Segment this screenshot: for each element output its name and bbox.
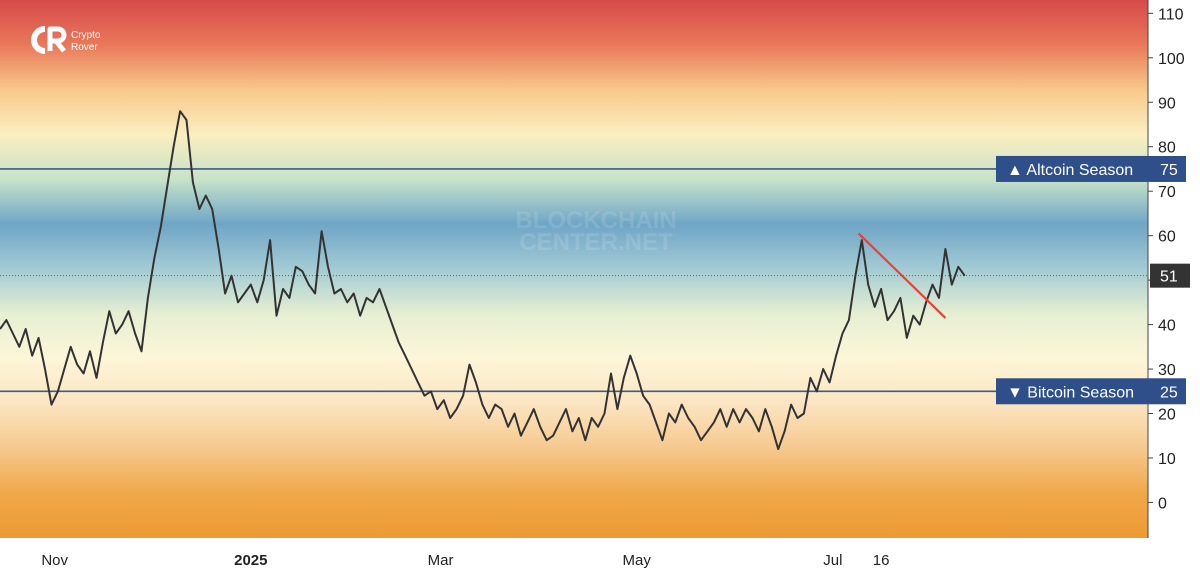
- logo-r-mark: [47, 26, 67, 53]
- y-tick-label: 60: [1158, 229, 1176, 246]
- current-badge-bg: [1150, 263, 1190, 288]
- plot-background: [0, 0, 1148, 538]
- x-axis-ticks: Nov 2025 Mar May Jul 16: [41, 552, 889, 569]
- reference-badge-bg: [996, 378, 1186, 405]
- y-tick-label: 40: [1158, 318, 1176, 335]
- y-tick-label: 20: [1158, 407, 1176, 424]
- x-tick-label: Mar: [428, 552, 454, 569]
- red-trendline: [857, 232, 947, 319]
- brand-name-line1: Crypto: [71, 30, 101, 41]
- x-axis-panel: [0, 538, 1200, 582]
- x-tick-label: Nov: [41, 552, 68, 569]
- reference-badges: ▲ Altcoin Season 75 ▼ Bitcoin Season 25: [996, 155, 1186, 405]
- watermark: BLOCKCHAIN CENTER.NET: [515, 207, 676, 256]
- current-value-badge: 51: [1150, 263, 1190, 288]
- watermark-line1: BLOCKCHAIN: [515, 207, 676, 234]
- current-badge-value: 51: [1160, 269, 1178, 286]
- y-tick-label: 110: [1158, 6, 1184, 23]
- y-tick-label: 80: [1158, 140, 1176, 157]
- series-line: [0, 110, 966, 451]
- x-tick-label: 2025: [234, 552, 267, 569]
- y-tick-label: 70: [1158, 184, 1176, 201]
- y-tick-label: 0: [1158, 495, 1167, 512]
- watermark-line2: CENTER.NET: [519, 229, 673, 256]
- y-tick-label: 90: [1158, 95, 1176, 112]
- reference-badge-value: 25: [1160, 384, 1178, 401]
- y-tick-label: 100: [1158, 51, 1185, 68]
- y-tick-label: 30: [1158, 362, 1176, 379]
- reference-badge-label: ▼ Bitcoin Season: [1007, 384, 1134, 401]
- brand-name-line2: Rover: [71, 42, 98, 53]
- reference-badge-value: 75: [1160, 162, 1178, 179]
- y-tick-label: 10: [1158, 451, 1176, 468]
- reference-badge-bg: [996, 155, 1186, 182]
- reference-badge-label: ▲ Altcoin Season: [1007, 162, 1133, 179]
- logo-c-mark: [31, 26, 46, 54]
- x-tick-label: 16: [873, 552, 890, 569]
- x-tick-label: Jul: [823, 552, 842, 569]
- x-tick-label: May: [623, 552, 652, 569]
- brand-logo: Crypto Rover: [31, 26, 101, 54]
